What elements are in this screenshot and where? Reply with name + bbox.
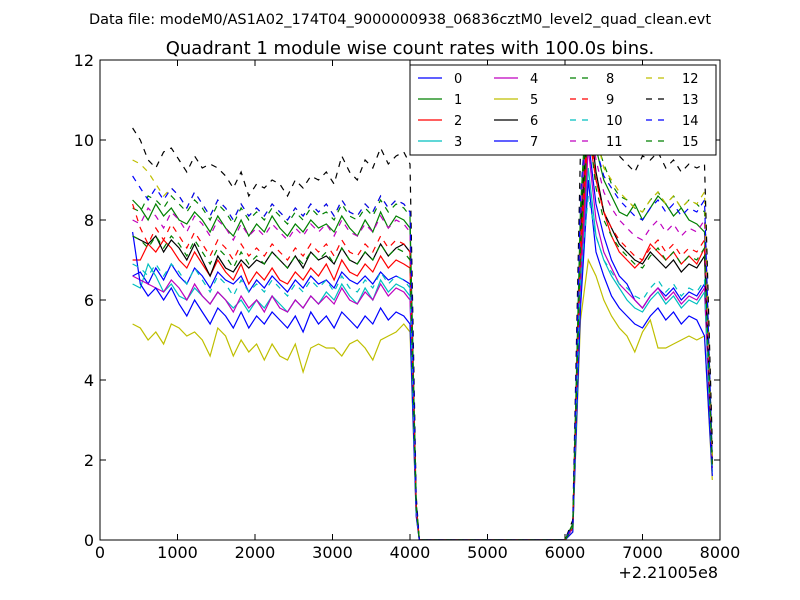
x-tick-label: 6000 bbox=[545, 543, 586, 562]
series-line-2 bbox=[132, 131, 713, 540]
x-tick-label: 5000 bbox=[467, 543, 508, 562]
plot-frame bbox=[99, 59, 721, 541]
legend-label-4: 4 bbox=[530, 72, 538, 87]
legend-label-6: 6 bbox=[530, 114, 538, 129]
axis-ticks: 0 1000 2000 3000 4000 5000 6000 7000 80000246810… bbox=[74, 51, 741, 562]
x-tick-label: 4000 bbox=[390, 543, 431, 562]
series-line-0 bbox=[132, 139, 713, 540]
x-tick-label: 0 bbox=[95, 543, 105, 562]
legend-label-1: 1 bbox=[454, 93, 462, 108]
series-line-10 bbox=[132, 195, 713, 540]
y-tick-label: 2 bbox=[84, 451, 94, 470]
series-line-4 bbox=[132, 147, 713, 540]
legend-label-12: 12 bbox=[682, 72, 699, 87]
legend-label-8: 8 bbox=[606, 72, 614, 87]
legend-label-15: 15 bbox=[682, 135, 699, 150]
legend-label-2: 2 bbox=[454, 114, 462, 129]
legend-label-9: 9 bbox=[606, 93, 614, 108]
chart-title: Quadrant 1 module wise count rates with … bbox=[166, 38, 655, 59]
series-line-14 bbox=[132, 91, 713, 540]
legend-label-13: 13 bbox=[682, 93, 699, 108]
series-line-1 bbox=[132, 91, 713, 540]
series-line-7 bbox=[132, 179, 713, 540]
series-line-5 bbox=[132, 257, 713, 540]
series-line-9 bbox=[132, 115, 713, 540]
legend-box bbox=[409, 64, 717, 156]
series-layer bbox=[132, 67, 713, 540]
legend-label-0: 0 bbox=[454, 72, 462, 87]
x-tick-label: 2000 bbox=[235, 543, 276, 562]
legend-label-14: 14 bbox=[682, 114, 699, 129]
x-tick-label: 8000 bbox=[700, 543, 741, 562]
y-tick-label: 0 bbox=[84, 531, 94, 550]
series-line-15 bbox=[132, 123, 713, 540]
y-tick-label: 8 bbox=[84, 211, 94, 230]
x-tick-label: 7000 bbox=[622, 543, 663, 562]
legend-label-5: 5 bbox=[530, 93, 538, 108]
legend-label-3: 3 bbox=[454, 135, 462, 150]
x-tick-label: 1000 bbox=[157, 543, 198, 562]
series-line-3 bbox=[132, 167, 713, 540]
y-tick-label: 12 bbox=[74, 51, 94, 70]
legend-label-7: 7 bbox=[530, 135, 538, 150]
x-offset-label: +2.21005e8 bbox=[618, 563, 718, 582]
figure-suptitle: Data file: modeM0/AS1A02_174T04_90000009… bbox=[89, 12, 711, 28]
series-line-11 bbox=[132, 99, 713, 540]
y-tick-label: 10 bbox=[74, 131, 94, 150]
y-tick-label: 4 bbox=[84, 371, 94, 390]
series-line-6 bbox=[132, 107, 713, 540]
x-tick-label: 3000 bbox=[312, 543, 353, 562]
legend-label-10: 10 bbox=[606, 114, 623, 129]
legend-label-11: 11 bbox=[606, 135, 623, 150]
y-tick-label: 6 bbox=[84, 291, 94, 310]
